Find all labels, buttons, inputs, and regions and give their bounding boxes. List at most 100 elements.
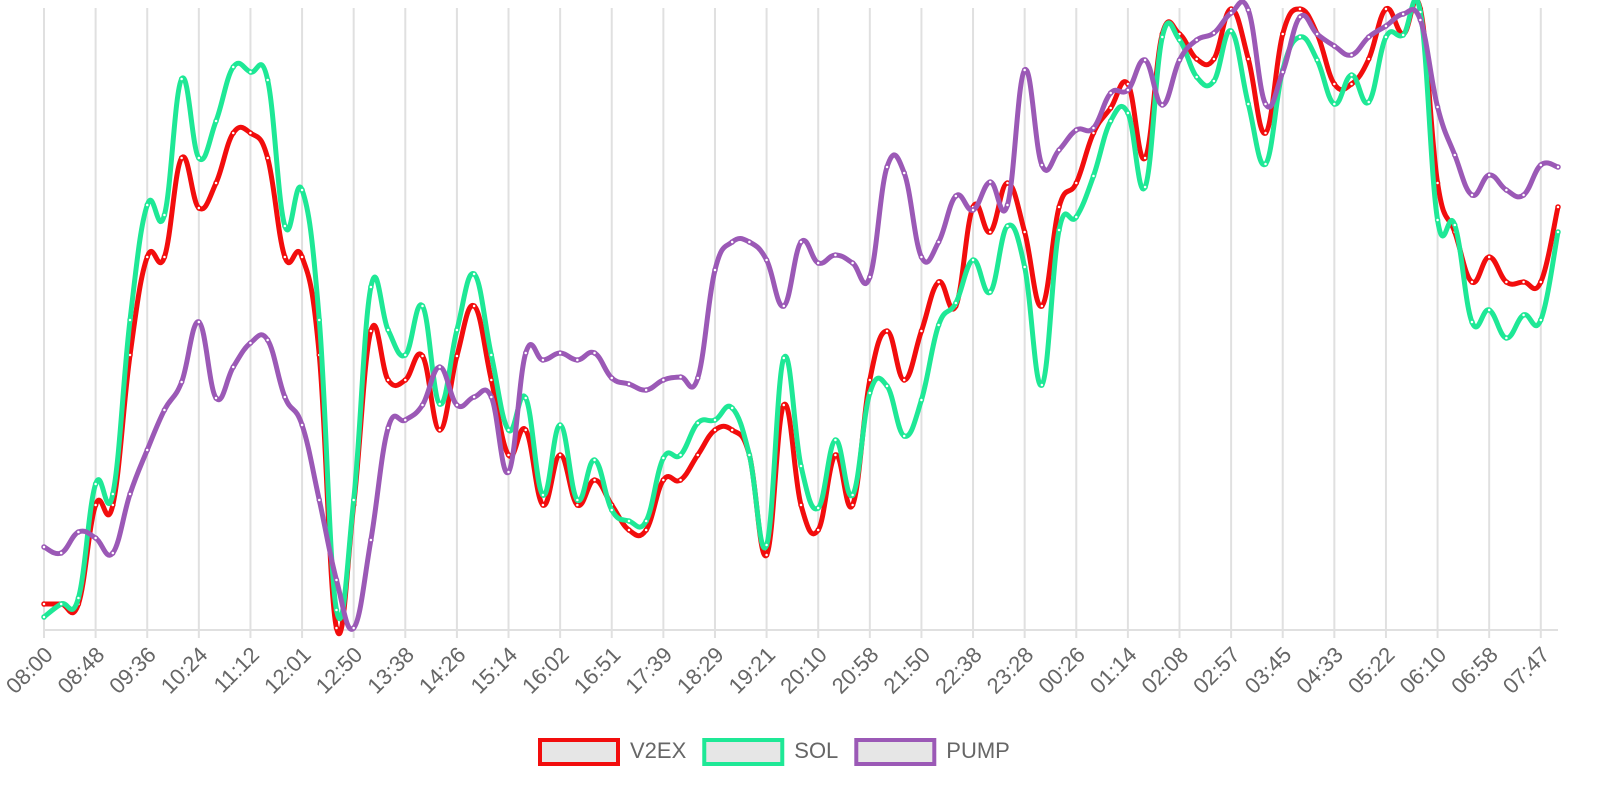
data-point xyxy=(1159,102,1166,108)
data-point xyxy=(368,537,374,543)
data-point xyxy=(1555,164,1561,170)
data-point xyxy=(144,447,150,453)
data-point xyxy=(712,267,718,273)
x-tick-label: 08:00 xyxy=(1,642,58,699)
data-point xyxy=(196,205,202,211)
data-point xyxy=(58,550,64,556)
data-point xyxy=(41,544,47,550)
data-point xyxy=(557,422,563,428)
data-point xyxy=(643,527,649,533)
data-point xyxy=(626,381,632,387)
data-point xyxy=(1056,227,1062,233)
data-point xyxy=(213,180,219,186)
data-point xyxy=(1211,78,1217,84)
data-point xyxy=(1331,43,1338,49)
data-point xyxy=(1142,155,1148,161)
x-tick-label: 15:14 xyxy=(466,642,523,699)
data-point xyxy=(591,350,598,356)
data-point xyxy=(178,379,185,385)
x-tick-label: 12:50 xyxy=(311,642,368,699)
data-point xyxy=(1331,101,1338,107)
data-point xyxy=(385,425,391,431)
data-point xyxy=(1469,319,1475,325)
data-point xyxy=(815,527,821,533)
data-point xyxy=(884,383,890,389)
data-point xyxy=(230,364,236,370)
data-point xyxy=(385,377,391,383)
data-point xyxy=(333,625,340,631)
data-point xyxy=(75,529,82,535)
data-point xyxy=(557,350,563,356)
data-point xyxy=(161,407,168,413)
data-point xyxy=(935,239,942,245)
data-point xyxy=(436,401,443,407)
data-point xyxy=(643,518,649,524)
data-point xyxy=(368,284,374,290)
data-point xyxy=(1383,6,1389,12)
x-tick-label: 17:39 xyxy=(620,642,677,699)
data-point xyxy=(1503,279,1510,285)
data-point xyxy=(1142,57,1148,63)
data-point xyxy=(1245,101,1252,107)
data-point xyxy=(505,469,512,475)
data-point xyxy=(591,477,598,483)
data-point xyxy=(884,164,890,170)
data-point xyxy=(987,229,993,235)
x-tick-label: 08:48 xyxy=(53,642,110,699)
data-point xyxy=(1348,72,1355,78)
data-point xyxy=(350,497,357,503)
data-point xyxy=(247,69,254,75)
data-point xyxy=(1366,99,1372,105)
data-point xyxy=(626,527,632,533)
data-point xyxy=(1107,90,1114,96)
data-point xyxy=(987,289,993,295)
data-point xyxy=(677,374,684,380)
data-point xyxy=(1538,162,1544,168)
data-point xyxy=(1400,32,1406,38)
x-tick-label: 02:08 xyxy=(1137,642,1194,699)
data-point xyxy=(901,433,907,439)
legend-label: V2EX xyxy=(630,738,687,763)
data-point xyxy=(488,394,495,400)
data-point xyxy=(1211,56,1217,62)
data-point xyxy=(1193,37,1200,43)
x-tick-label: 22:38 xyxy=(930,642,987,699)
data-point xyxy=(1383,23,1389,29)
data-point xyxy=(522,427,529,433)
data-point xyxy=(712,427,718,433)
data-point xyxy=(609,375,615,381)
data-point xyxy=(1228,10,1234,16)
data-point xyxy=(454,402,460,408)
data-point xyxy=(574,497,581,503)
data-point xyxy=(350,625,357,631)
data-point xyxy=(92,535,99,541)
data-point xyxy=(1021,229,1028,235)
data-point xyxy=(1107,118,1114,124)
data-point xyxy=(1520,312,1527,318)
data-point xyxy=(1262,130,1269,136)
data-point xyxy=(901,170,907,176)
series-line xyxy=(44,0,1561,637)
data-point xyxy=(471,303,477,309)
data-point xyxy=(695,420,701,426)
data-point xyxy=(781,402,787,408)
data-point xyxy=(1331,81,1338,87)
data-point xyxy=(763,542,770,548)
data-point xyxy=(729,405,735,411)
data-point xyxy=(127,491,133,497)
data-point xyxy=(643,387,649,393)
data-point xyxy=(282,394,288,400)
x-tick-label: 00:26 xyxy=(1033,642,1090,699)
data-point xyxy=(798,463,804,469)
data-point xyxy=(1555,204,1561,210)
data-point xyxy=(1245,7,1252,13)
data-point xyxy=(660,377,667,383)
data-point xyxy=(798,502,804,508)
data-point xyxy=(1262,101,1269,107)
data-point xyxy=(1348,52,1355,58)
data-point xyxy=(1469,279,1475,285)
data-point xyxy=(953,193,959,199)
data-point xyxy=(419,353,426,359)
data-point xyxy=(591,457,598,463)
data-point xyxy=(1348,81,1355,87)
